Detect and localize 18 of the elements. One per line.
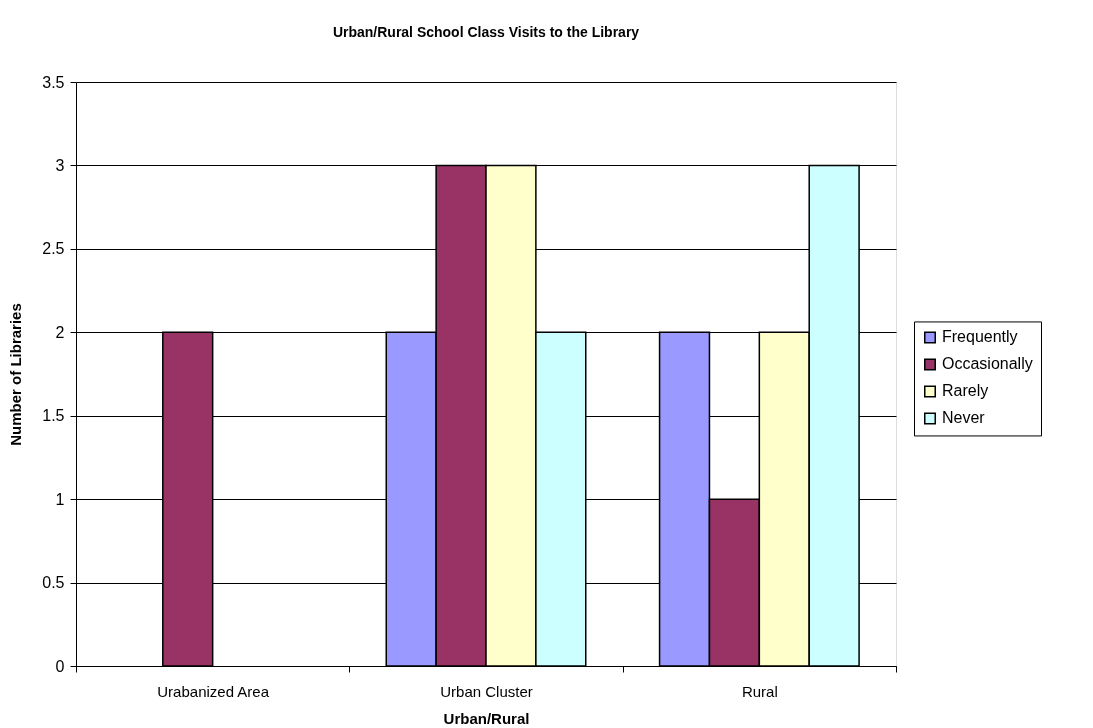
x-tick-label: Rural bbox=[741, 682, 778, 700]
x-axis-title: Urban/Rural bbox=[443, 709, 530, 727]
legend-label: Occasionally bbox=[942, 355, 1033, 373]
y-tick-label: 1.5 bbox=[42, 407, 65, 425]
y-axis-title: Number of Libraries bbox=[7, 303, 25, 446]
y-tick-label: 1 bbox=[55, 490, 65, 508]
y-tick-label: 3 bbox=[55, 156, 65, 174]
chart-title: Urban/Rural School Class Visits to the Library bbox=[332, 24, 640, 40]
y-tick-label: 2 bbox=[55, 323, 65, 341]
y-tick-label: 3.5 bbox=[42, 73, 65, 91]
legend-label: Rarely bbox=[942, 382, 989, 400]
y-tick-label: 2.5 bbox=[42, 240, 65, 258]
y-tick-label: 0.5 bbox=[42, 574, 65, 592]
y-tick-label: 0 bbox=[55, 657, 65, 675]
legend-label: Frequently bbox=[942, 328, 1018, 346]
legend-label: Never bbox=[942, 409, 986, 427]
x-tick-label: Urban Cluster bbox=[440, 682, 533, 700]
x-tick-label: Urabanized Area bbox=[157, 682, 270, 700]
